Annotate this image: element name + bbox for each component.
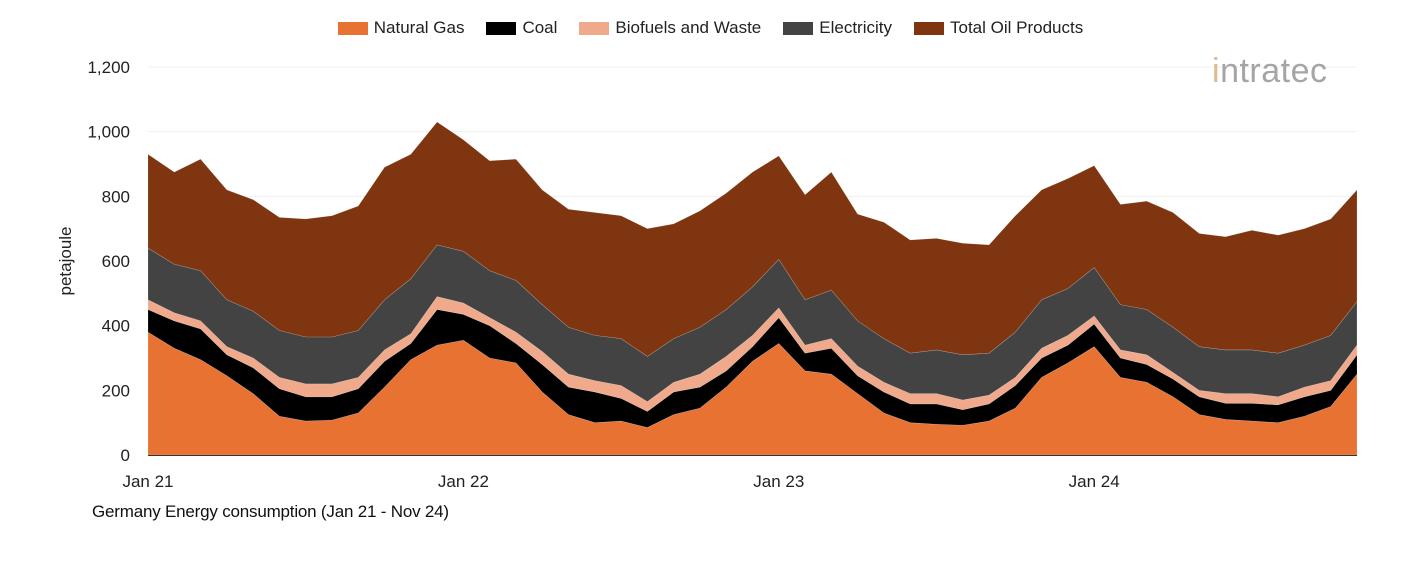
y-axis-label: petajoule — [56, 226, 75, 295]
logo-mark: i — [1212, 52, 1221, 90]
legend-item-biofuels[interactable]: Biofuels and Waste — [579, 18, 761, 38]
legend-label: Coal — [522, 18, 558, 37]
legend-swatch — [783, 21, 814, 35]
area-biofuels-and-waste — [147, 296, 1358, 412]
intratec-logo: intratec — [1212, 52, 1328, 91]
x-tick-label: Jan 23 — [753, 472, 804, 491]
x-tick-label: Jan 22 — [438, 472, 489, 491]
legend-swatch — [486, 21, 517, 35]
y-tick-label: 200 — [102, 381, 130, 400]
x-tick-label: Jan 21 — [122, 472, 173, 491]
legend-item-electricity[interactable]: Electricity — [783, 18, 892, 38]
legend-item-coal[interactable]: Coal — [486, 18, 557, 38]
legend-label: Natural Gas — [373, 18, 465, 37]
y-tick-label: 600 — [102, 252, 130, 271]
legend-item-oil[interactable]: Total Oil Products — [914, 18, 1083, 38]
legend-swatch — [914, 21, 944, 35]
area-total-oil-products — [147, 121, 1358, 357]
legend-label: Electricity — [819, 18, 892, 37]
chart-title: Germany Energy consumption (Jan 21 - Nov… — [92, 502, 449, 521]
legend-swatch — [337, 21, 368, 35]
logo-text: ntratec — [1220, 52, 1328, 90]
y-tick-label: 1,200 — [87, 58, 130, 77]
legend: Natural Gas Coal Biofuels and Waste Elec… — [0, 18, 1401, 38]
legend-swatch — [579, 21, 610, 35]
legend-label: Biofuels and Waste — [615, 18, 762, 37]
y-tick-label: 800 — [102, 187, 130, 206]
legend-item-natural-gas[interactable]: Natural Gas — [337, 18, 465, 38]
y-tick-label: 400 — [102, 317, 130, 336]
y-tick-label: 1,000 — [87, 123, 130, 142]
y-tick-label: 0 — [121, 446, 130, 465]
x-tick-label: Jan 24 — [1069, 472, 1120, 491]
legend-label: Total Oil Products — [950, 18, 1084, 37]
